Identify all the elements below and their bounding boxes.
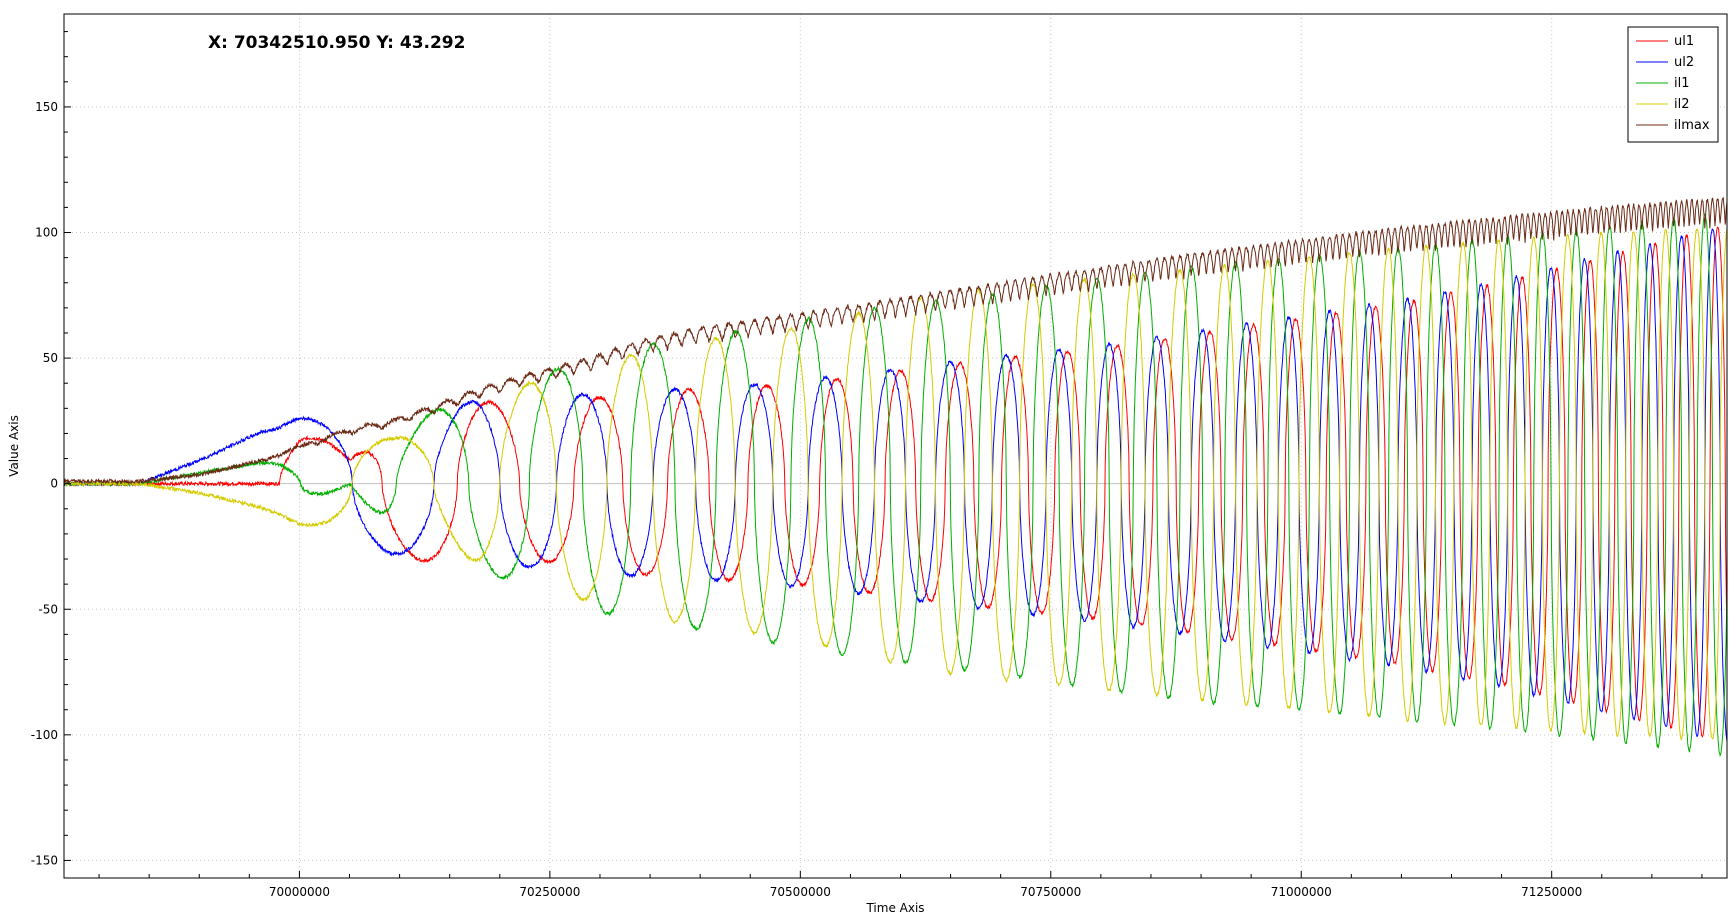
y-tick-label: 50	[43, 351, 58, 365]
y-tick-label: 100	[35, 226, 58, 240]
y-tick-label: -150	[31, 853, 58, 867]
y-tick-label: 150	[35, 100, 58, 114]
legend-label-ilmax: ilmax	[1674, 118, 1710, 133]
x-tick-label: 70250000	[519, 885, 580, 899]
legend-label-ul2: ul2	[1674, 55, 1694, 70]
legend[interactable]: ul1 ul2 il1 il2 ilmax	[1627, 26, 1719, 143]
y-axis-title: Value Axis	[7, 415, 21, 477]
y-tick-label: -50	[38, 602, 58, 616]
x-tick-label: 70750000	[1020, 885, 1081, 899]
legend-label-ul1: ul1	[1674, 34, 1694, 49]
x-axis-title: Time Axis	[865, 901, 924, 915]
legend-label-il2: il2	[1674, 97, 1690, 112]
series-group	[63, 196, 1728, 758]
x-tick-label: 71250000	[1521, 885, 1582, 899]
legend-label-il1: il1	[1674, 76, 1690, 91]
cursor-readout: X: 70342510.950 Y: 43.292	[208, 33, 465, 53]
x-tick-label: 70500000	[770, 885, 831, 899]
series-line-ilmax	[63, 196, 1728, 486]
legend-box	[1627, 26, 1719, 143]
axis-ticks: 70000000 70250000 70500000 70750000 71000000…	[31, 31, 1703, 899]
series-line-ul2	[63, 228, 1728, 742]
plot-frame	[63, 13, 1728, 879]
series-line-il2	[63, 228, 1728, 741]
grid	[64, 14, 1727, 878]
y-tick-label: -100	[31, 728, 58, 742]
series-line-il1	[63, 213, 1728, 758]
x-tick-label: 71000000	[1271, 885, 1332, 899]
x-tick-label: 70000000	[269, 885, 330, 899]
y-tick-label: 0	[50, 477, 58, 491]
